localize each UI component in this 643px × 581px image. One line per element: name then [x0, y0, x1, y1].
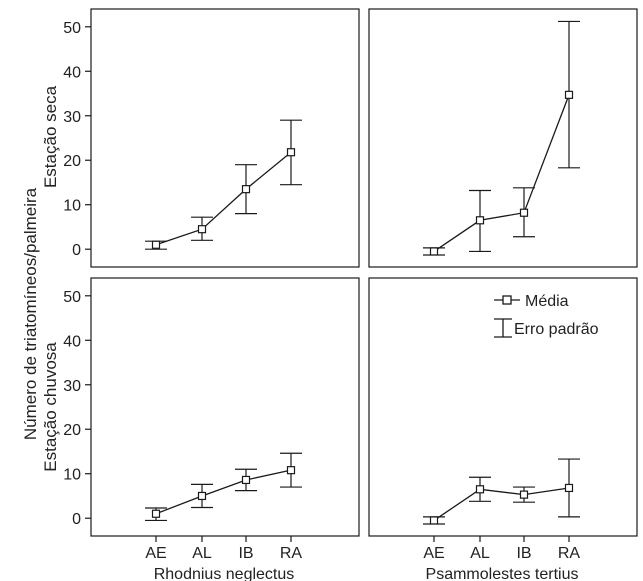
panel-top-left: 0 10 20 30 40 50: [63, 8, 360, 268]
mean-marker: [197, 491, 207, 501]
x-tick-label: RA: [558, 545, 581, 562]
mean-marker: [564, 483, 574, 493]
mean-marker: [241, 475, 251, 485]
legend-mean-marker: [502, 295, 512, 305]
x-tick-label: AE: [423, 545, 444, 562]
mean-marker: [151, 240, 161, 249]
y-tick-label: 20: [63, 153, 81, 170]
mean-line: [433, 94, 570, 252]
mean-marker: [286, 148, 296, 157]
y-tick-label: 30: [63, 378, 81, 395]
x-tick-label: IB: [238, 545, 253, 562]
mean-line: [155, 151, 292, 246]
mean-marker: [564, 90, 574, 99]
x-tick-label: IB: [516, 545, 531, 562]
panel-bottom-left: 0 10 20 30 40 50 AE AL IB RA Rhodnius neglectus: [63, 277, 360, 581]
panels: 0 10 20 30 40 50 0 10 20 30 40 50 AE AL IB RA Rhodnius n…: [63, 8, 638, 581]
y-tick-label: 10: [63, 198, 81, 215]
shared-y-axis-label: Número de triatomíneos/palmeira: [21, 187, 40, 440]
x-tick-label: AE: [145, 545, 166, 562]
panel-frame: [368, 8, 638, 268]
panel-frame: [90, 8, 360, 268]
mean-marker: [475, 216, 485, 225]
legend: Média Erro padrão: [494, 293, 599, 338]
mean-marker: [429, 247, 439, 256]
row-label-dry: Estação seca: [41, 85, 60, 188]
panel-frame: [90, 277, 360, 537]
y-tick-label: 40: [63, 64, 81, 81]
panel-top-right: [368, 8, 638, 268]
x-axis-label: Psammolestes tertius: [426, 566, 579, 581]
x-tick-label: RA: [280, 545, 303, 562]
y-tick-label: 10: [63, 467, 81, 484]
x-tick-label: AL: [470, 545, 490, 562]
y-tick-label: 20: [63, 422, 81, 439]
y-tick-label: 0: [72, 511, 81, 528]
mean-marker: [519, 490, 529, 499]
mean-line: [155, 469, 292, 515]
mean-marker: [429, 516, 439, 525]
mean-line: [433, 487, 570, 521]
y-tick-label: 40: [63, 333, 81, 350]
y-tick-label: 50: [63, 20, 81, 37]
y-tick-label: 30: [63, 109, 81, 126]
mean-marker: [151, 509, 161, 518]
mean-marker: [197, 225, 207, 234]
panel-frame: [368, 277, 638, 537]
x-axis-label: Rhodnius neglectus: [154, 566, 295, 581]
annotations: Número de triatomíneos/palmeira Estação …: [21, 85, 60, 471]
y-tick-label: 50: [63, 289, 81, 306]
mean-marker: [475, 485, 485, 494]
mean-marker: [241, 185, 251, 194]
mean-marker: [519, 208, 529, 217]
legend-error-label: Erro padrão: [514, 321, 599, 338]
panel-bottom-right: AE AL IB RA Psammolestes tertius: [368, 277, 638, 581]
y-tick-label: 0: [72, 242, 81, 259]
mean-marker: [286, 466, 296, 475]
x-tick-label: AL: [192, 545, 212, 562]
row-label-rainy: Estação chuvosa: [41, 342, 60, 472]
legend-mean-label: Média: [525, 293, 569, 310]
